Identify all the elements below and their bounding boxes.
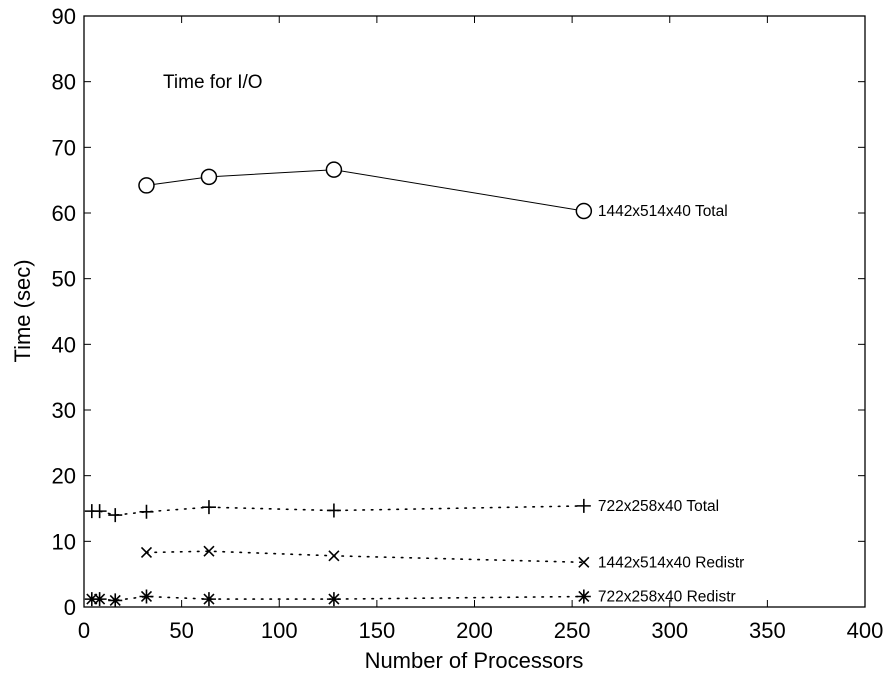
series-layer: 1442x514x40 Total 722x258x40 Total 1442x51… xyxy=(84,161,745,608)
x-tick-label: 350 xyxy=(749,618,786,643)
series-4: 722x258x40 Redistr xyxy=(84,588,736,608)
marker-plus xyxy=(576,498,591,513)
series-line xyxy=(146,169,584,212)
marker-cross xyxy=(578,556,590,568)
y-tick-label: 80 xyxy=(52,70,76,95)
y-tick-label: 60 xyxy=(52,201,76,226)
series-line xyxy=(145,550,585,564)
y-tick-label: 90 xyxy=(52,4,76,29)
y-tick-label: 20 xyxy=(52,464,76,489)
series-annotation: 722x258x40 Redistr xyxy=(598,588,736,605)
marker-plus xyxy=(326,503,341,518)
marker-circle xyxy=(325,161,343,178)
x-tick-label: 400 xyxy=(847,618,884,643)
x-tick-label: 300 xyxy=(651,618,688,643)
marker-star xyxy=(576,589,591,604)
y-axis-title: Time (sec) xyxy=(10,259,35,362)
y-tick-label: 40 xyxy=(52,332,76,357)
marker-star xyxy=(139,589,154,604)
x-tick-label: 250 xyxy=(554,618,591,643)
axis-ticks: 0 50 100 150 200 250 300 350 400 0 10 20 30 40 50 60 70 8… xyxy=(52,4,884,643)
y-tick-label: 0 xyxy=(64,595,76,620)
marker-plus xyxy=(139,504,154,519)
marker-star xyxy=(84,592,99,607)
marker-circle xyxy=(200,168,218,186)
y-tick-label: 30 xyxy=(52,398,76,423)
series-annotation: 722x258x40 Total xyxy=(598,498,719,515)
chart-title: Time for I/O xyxy=(163,72,263,93)
marker-plus xyxy=(201,500,216,515)
series-annotation: 1442x514x40 Total xyxy=(598,203,728,220)
marker-cross xyxy=(140,546,153,559)
x-tick-label: 100 xyxy=(261,618,298,643)
y-tick-label: 10 xyxy=(52,529,76,554)
series-3: 1442x514x40 Redistr xyxy=(140,545,745,571)
marker-plus xyxy=(108,508,123,523)
marker-star xyxy=(326,592,341,607)
series-annotation: 1442x514x40 Redistr xyxy=(598,554,745,571)
marker-star xyxy=(108,593,123,608)
marker-star xyxy=(201,592,216,607)
x-tick-label: 150 xyxy=(359,618,396,643)
x-tick-label: 200 xyxy=(456,618,493,643)
marker-star xyxy=(92,592,107,607)
marker-cross xyxy=(328,550,340,562)
plot-frame xyxy=(83,15,866,608)
series-2: 722x258x40 Total xyxy=(84,498,719,523)
marker-circle xyxy=(138,177,155,194)
marker-cross xyxy=(203,545,215,557)
y-tick-label: 50 xyxy=(52,267,76,292)
series-1: 1442x514x40 Total xyxy=(138,161,728,220)
marker-plus xyxy=(92,504,107,519)
x-tick-label: 50 xyxy=(169,618,193,643)
x-tick-label: 0 xyxy=(78,618,90,643)
marker-circle xyxy=(575,202,593,220)
y-tick-label: 70 xyxy=(52,135,76,160)
x-axis-title: Number of Processors xyxy=(365,648,584,673)
